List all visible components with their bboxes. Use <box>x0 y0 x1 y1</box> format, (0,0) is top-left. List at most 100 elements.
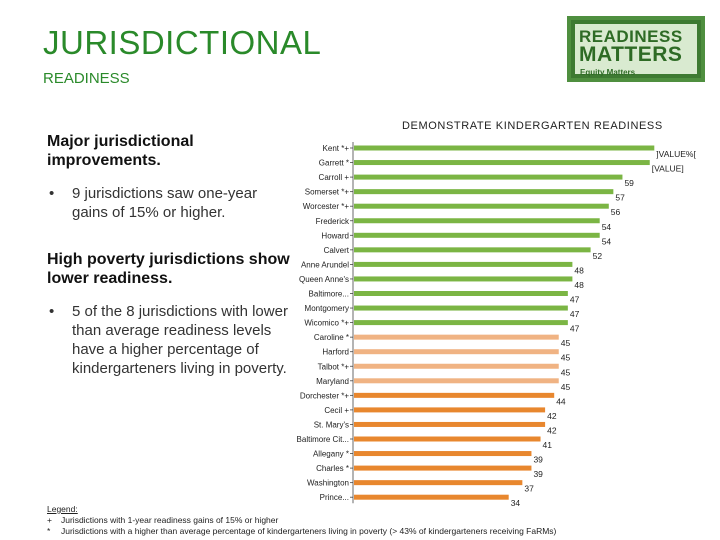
bar <box>354 407 546 413</box>
data-label: 48 <box>574 265 584 275</box>
bullet-poverty-text: 5 of the 8 jurisdictions with lower than… <box>72 303 288 377</box>
bullet-dot: • <box>49 303 55 320</box>
bar <box>354 334 559 340</box>
bar <box>354 480 523 486</box>
bullet-poverty: • 5 of the 8 jurisdictions with lower th… <box>47 302 292 378</box>
data-label: 45 <box>561 338 571 348</box>
category-label: Harford <box>322 348 349 357</box>
category-label: Charles * <box>316 464 349 473</box>
bar <box>354 320 568 326</box>
legend-symbol-plus: + <box>47 515 52 525</box>
data-label: 45 <box>561 367 571 377</box>
data-label: ]VALUE%[ <box>656 149 696 159</box>
data-label: 39 <box>533 469 543 479</box>
data-label: 34 <box>511 498 521 508</box>
category-label: Somerset *+ <box>305 188 350 197</box>
category-label: Queen Anne's <box>299 275 349 284</box>
bar <box>354 436 541 442</box>
legend-text-poverty: Jurisdictions with a higher than average… <box>61 526 557 536</box>
category-label: Prince... <box>320 493 349 502</box>
data-label: 41 <box>543 440 553 450</box>
bar <box>354 392 555 398</box>
logo-line1: READINESS <box>579 27 683 46</box>
page-subtitle: READINESS <box>43 70 130 87</box>
data-label: 47 <box>570 324 580 334</box>
legend-item-gains: + Jurisdictions with 1-year readiness gai… <box>47 515 556 526</box>
bar <box>354 363 559 369</box>
bar <box>354 291 568 296</box>
category-label: Anne Arundel <box>301 260 349 269</box>
data-label: 54 <box>602 236 612 246</box>
category-label: Baltimore... <box>309 290 349 299</box>
bar <box>354 378 559 384</box>
category-label: Howard <box>321 231 349 240</box>
legend-item-poverty: * Jurisdictions with a higher than averag… <box>47 526 556 537</box>
category-label: Allegany * <box>313 450 349 459</box>
bar <box>354 232 600 238</box>
logo-line3: Equity Matters <box>580 68 636 77</box>
bar <box>354 145 655 151</box>
left-panel-section2: High poverty jurisdictions show lower re… <box>47 250 292 378</box>
data-label: 59 <box>624 178 634 188</box>
bar <box>354 189 614 195</box>
bar <box>354 276 573 282</box>
data-label: 42 <box>547 425 557 435</box>
bar <box>354 465 532 471</box>
category-label: Talbot *+ <box>318 362 350 371</box>
data-label: 37 <box>524 484 534 494</box>
data-label: 44 <box>556 396 566 406</box>
category-label: Kent *+ <box>323 144 350 153</box>
legend-symbol-star: * <box>47 526 51 536</box>
data-label: 45 <box>561 353 571 363</box>
category-label: Baltimore Cit... <box>297 435 349 444</box>
heading-improvements: Major jurisdictional improvements. <box>47 133 194 169</box>
logo-panel: READINESS MATTERS Equity Matters <box>575 24 697 77</box>
legend-text-gains: Jurisdictions with 1-year readiness gain… <box>61 515 279 525</box>
data-label: 48 <box>574 280 584 290</box>
bullet-gains-text: 9 jurisdictions saw one-year gains of 15… <box>72 185 258 221</box>
category-label: Washington <box>307 479 349 488</box>
category-label: Maryland <box>316 377 349 386</box>
data-label: 52 <box>593 251 603 261</box>
bar <box>354 305 568 311</box>
category-label: Garrett * <box>319 159 349 168</box>
readiness-matters-logo: READINESS MATTERS Equity Matters <box>567 16 705 82</box>
bar <box>354 247 591 253</box>
logo-line2: MATTERS <box>579 43 683 66</box>
bar <box>354 261 573 267</box>
bullet-gains: • 9 jurisdictions saw one-year gains of … <box>47 184 292 222</box>
data-label: 47 <box>570 295 580 305</box>
legend: Legend: + Jurisdictions with 1-year readi… <box>47 504 556 537</box>
bar <box>354 174 623 180</box>
data-label: 39 <box>533 455 543 465</box>
category-label: Worcester *+ <box>303 202 350 211</box>
bullet-dot: • <box>49 185 55 202</box>
bar <box>354 203 609 209</box>
data-label: [VALUE] <box>652 164 684 174</box>
chart-title: DEMONSTRATE KINDERGARTEN READINESS <box>402 120 663 132</box>
bar <box>354 218 600 224</box>
category-label: St. Mary's <box>314 420 349 429</box>
data-label: 57 <box>615 193 625 203</box>
bar <box>354 421 546 427</box>
bar <box>354 494 509 500</box>
category-label: Carroll + <box>319 173 350 182</box>
category-label: Wicomico *+ <box>304 319 349 328</box>
data-label: 42 <box>547 411 557 421</box>
page-title: JURISDICTIONAL <box>43 24 322 61</box>
bar <box>354 160 650 166</box>
legend-heading: Legend: <box>47 504 78 514</box>
heading-poverty: High poverty jurisdictions show lower re… <box>47 251 290 287</box>
category-label: Montgomery <box>305 304 349 313</box>
left-panel-section1: Major jurisdictional improvements. • 9 j… <box>47 132 292 222</box>
data-label: 47 <box>570 309 580 319</box>
category-label: Caroline * <box>314 333 349 342</box>
data-label: 54 <box>602 222 612 232</box>
bar <box>354 349 559 355</box>
category-label: Dorchester *+ <box>300 391 349 400</box>
bar <box>354 451 532 457</box>
data-label: 56 <box>611 207 621 217</box>
category-label: Cecil + <box>324 406 349 415</box>
data-label: 45 <box>561 382 571 392</box>
